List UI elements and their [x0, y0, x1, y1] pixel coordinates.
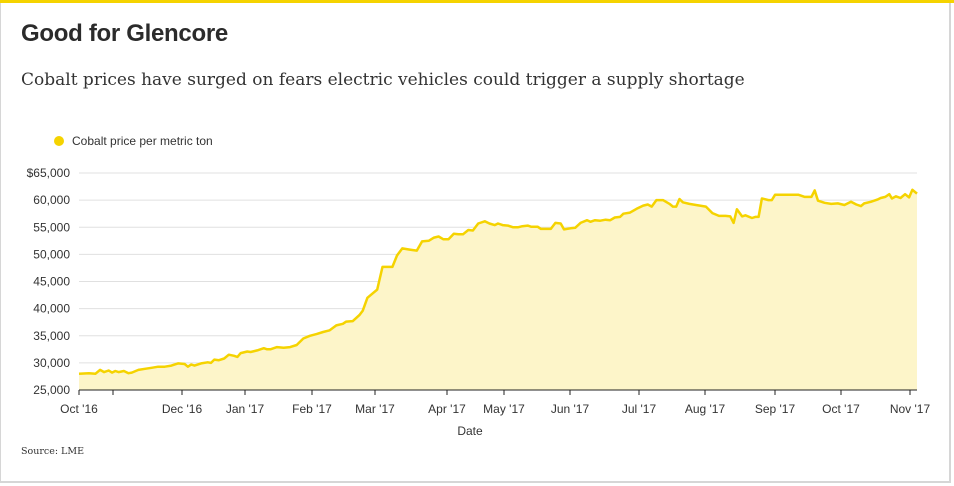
- x-tick-label: Jun '17: [551, 402, 590, 416]
- x-tick-label: Apr '17: [428, 402, 466, 416]
- accent-bar: [0, 0, 954, 3]
- area-fill: [79, 189, 917, 390]
- y-tick-label: 25,000: [33, 383, 70, 397]
- chart-subtitle: Cobalt prices have surged on fears elect…: [21, 70, 745, 90]
- x-tick-label: Feb '17: [292, 402, 332, 416]
- y-axis: $65,000 60,000 55,000 50,000 45,000 40,000 35,…: [27, 166, 71, 397]
- y-tick-label: $65,000: [27, 166, 71, 180]
- y-tick-label: 30,000: [33, 356, 70, 370]
- x-tick-label: Oct '16: [60, 402, 98, 416]
- legend-dot-icon: [54, 136, 64, 146]
- y-tick-label: 60,000: [33, 193, 70, 207]
- x-tick-label: Mar '17: [355, 402, 395, 416]
- x-tick-label: Dec '16: [162, 402, 203, 416]
- x-tick-label: Aug '17: [685, 402, 726, 416]
- source-note: Source: LME: [21, 446, 85, 457]
- y-tick-label: 40,000: [33, 302, 70, 316]
- x-tick-label: Jul '17: [622, 402, 657, 416]
- x-tick-label: Jan '17: [226, 402, 265, 416]
- x-axis-label: Date: [457, 424, 483, 438]
- x-axis: Oct '16 Dec '16 Jan '17 Feb '17 Mar '17 Apr '…: [60, 389, 931, 416]
- y-tick-label: 35,000: [33, 329, 70, 343]
- chart-title: Good for Glencore: [21, 20, 228, 47]
- x-tick-label: Nov '17: [890, 402, 931, 416]
- legend: Cobalt price per metric ton: [54, 134, 213, 148]
- price-line: [78, 188, 918, 375]
- legend-label: Cobalt price per metric ton: [72, 134, 213, 148]
- y-tick-label: 50,000: [33, 247, 70, 261]
- x-tick-label: Oct '17: [822, 402, 860, 416]
- x-tick-label: May '17: [483, 402, 525, 416]
- y-tick-label: 45,000: [33, 275, 70, 289]
- y-tick-label: 55,000: [33, 220, 70, 234]
- x-tick-label: Sep '17: [755, 402, 796, 416]
